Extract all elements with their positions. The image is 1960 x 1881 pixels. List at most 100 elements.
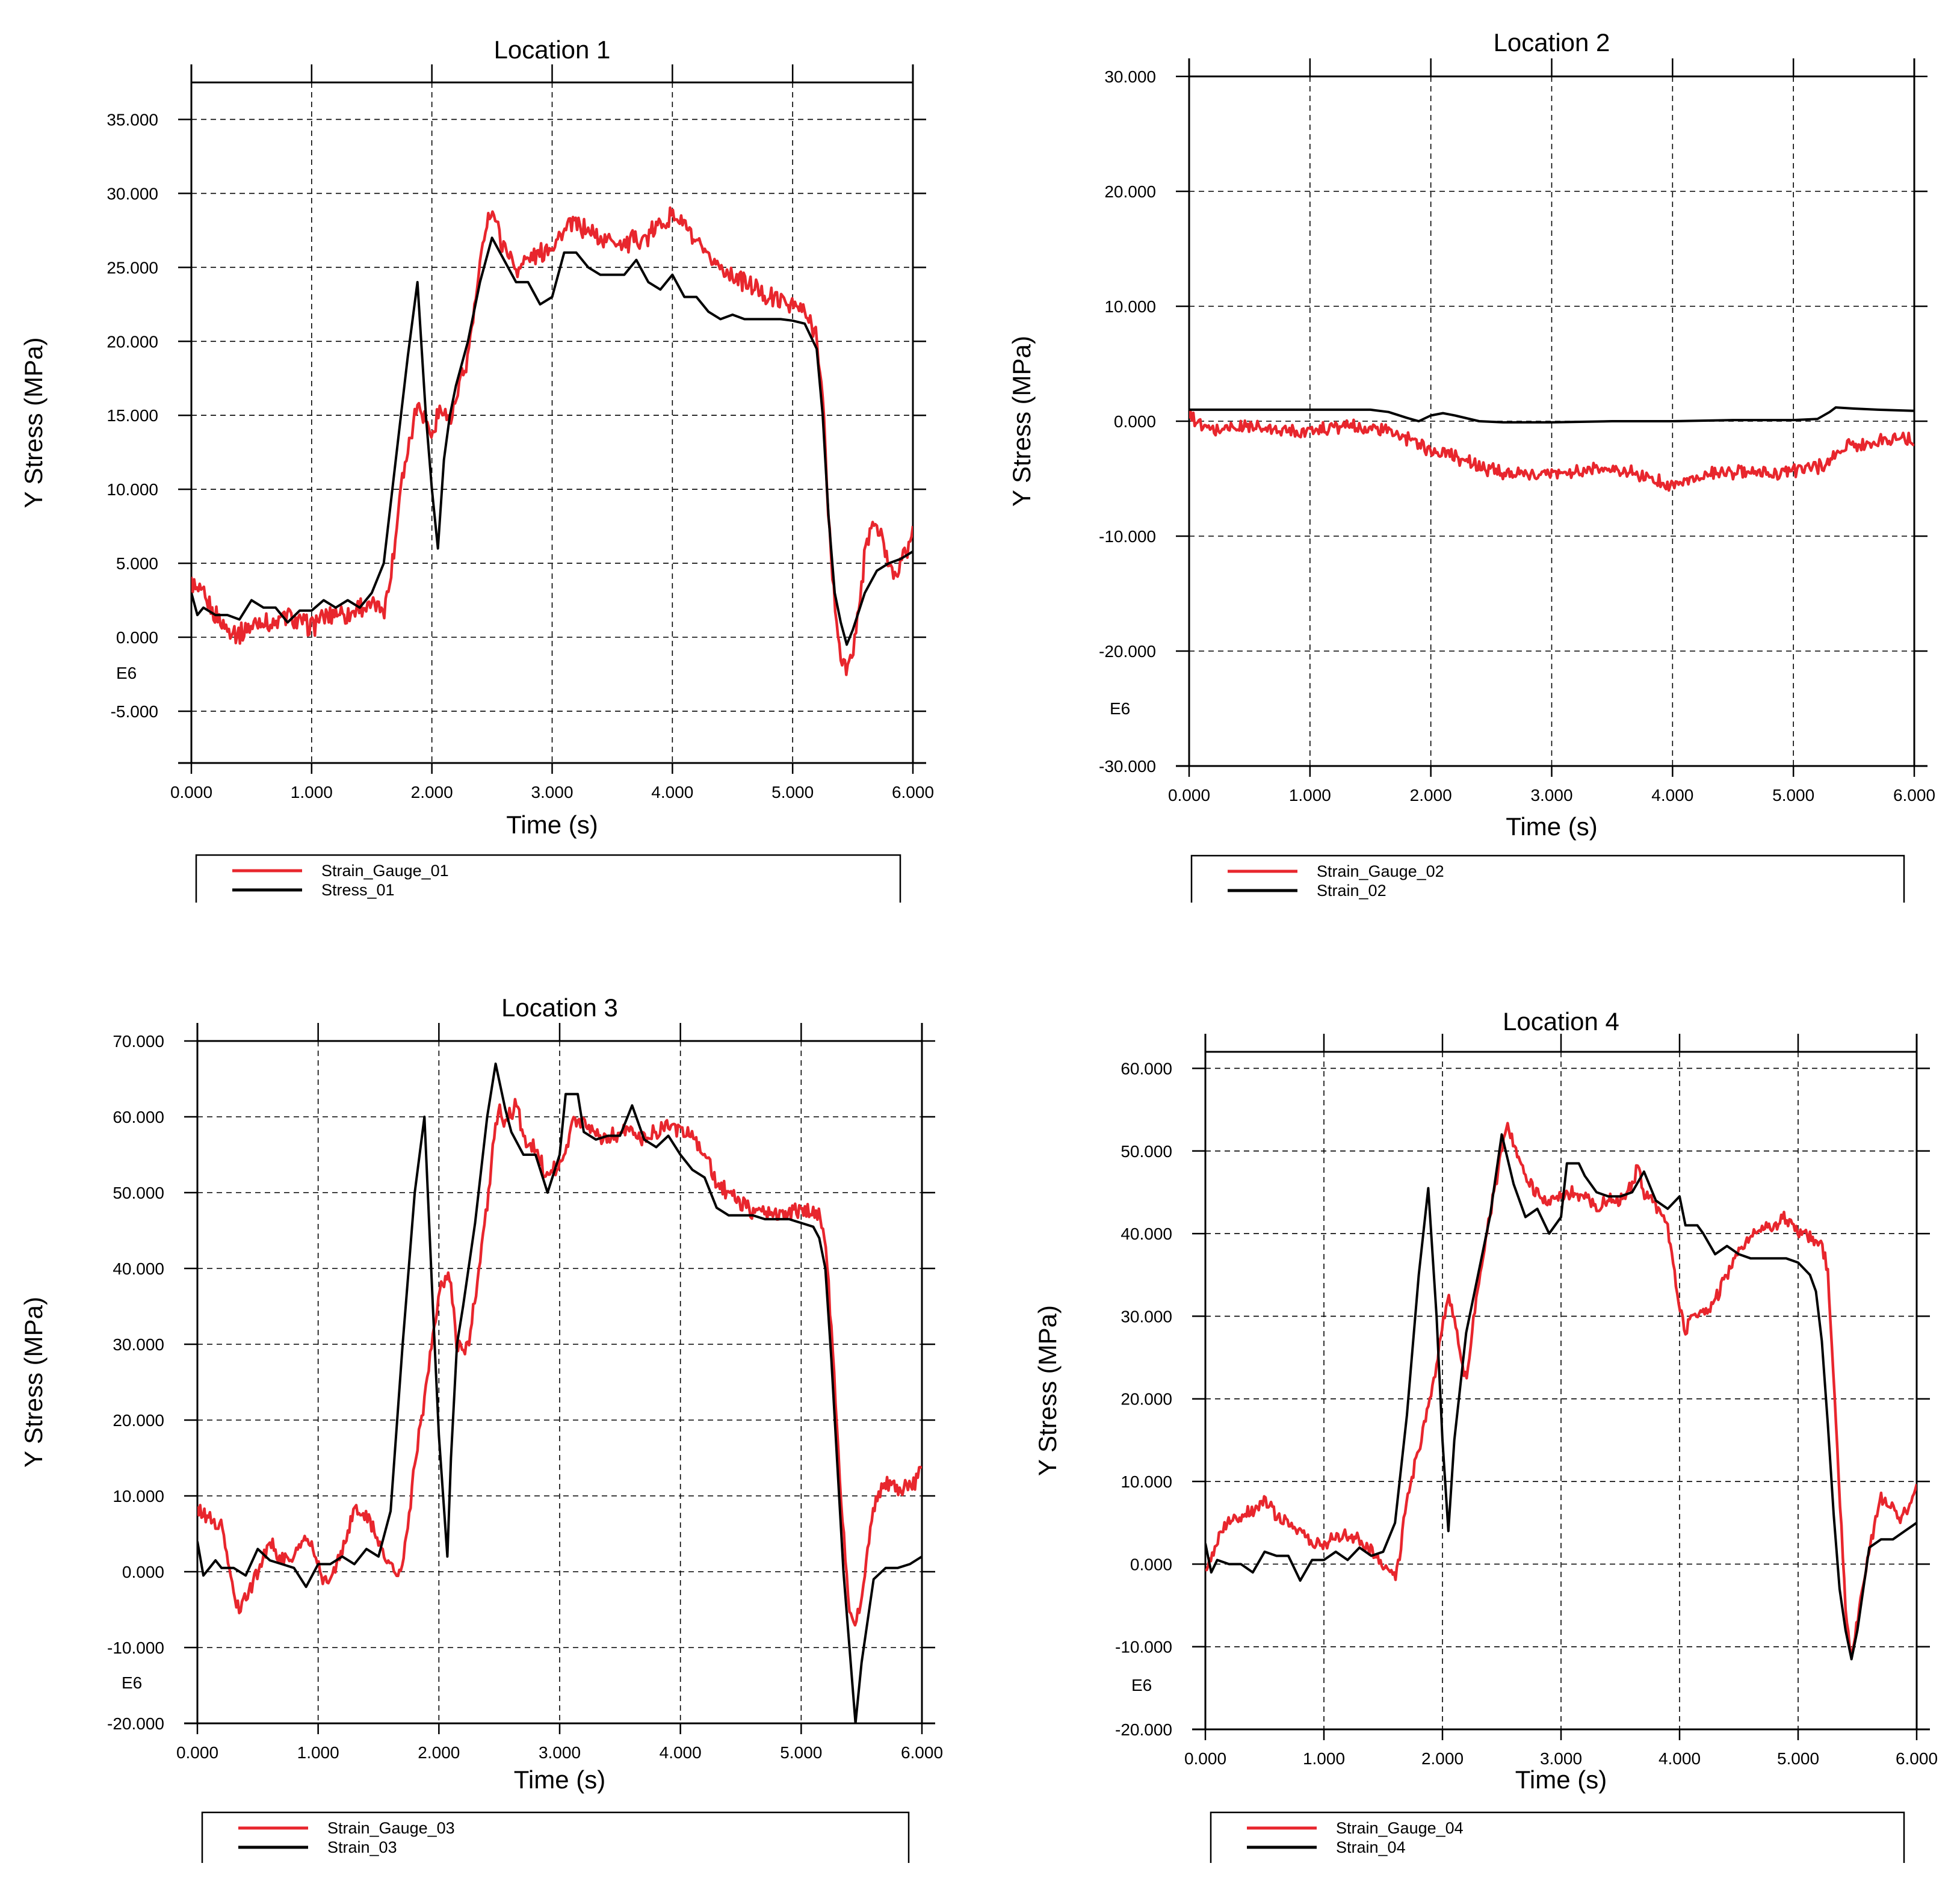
x-tick-label: 0.000 (1168, 786, 1210, 805)
chart-panel-1: 0.000 1.000 2.000 3.000 4.000 5.000 6.000 -5.00… (19, 36, 934, 903)
y-tick-label: 0.000 (122, 1563, 164, 1581)
y-tick-label: 0.000 (1130, 1555, 1172, 1574)
x-tick-label: 3.000 (539, 1743, 581, 1762)
y-tick-label: 25.000 (107, 258, 158, 277)
y-tick-label: 15.000 (107, 406, 158, 425)
x-tick-label: 2.000 (418, 1743, 460, 1762)
y-axis-label: Y Stress (MPa) (1007, 336, 1036, 507)
x-tick-label: 5.000 (1777, 1749, 1819, 1768)
x-axis-label: Time (s) (514, 1765, 605, 1794)
y-axis-label: Y Stress (MPa) (1033, 1305, 1062, 1476)
y-tick-label: -10.000 (107, 1639, 164, 1657)
legend-label: Stress_01 (321, 881, 395, 899)
legend-label: Strain_Gauge_02 (1317, 862, 1444, 880)
legend-label: Strain_04 (1336, 1838, 1406, 1856)
x-tick-label: 1.000 (1303, 1749, 1345, 1768)
y-tick-label: -30.000 (1099, 757, 1156, 776)
chart-title: Location 3 (501, 993, 618, 1022)
y-tick-label: -20.000 (1115, 1720, 1172, 1739)
x-tick-label: 4.000 (1651, 786, 1693, 805)
y-tick-label: 50.000 (113, 1184, 164, 1202)
legend-box (201, 1811, 910, 1863)
x-tick-label: 4.000 (1659, 1749, 1701, 1768)
y-tick-label: 50.000 (1121, 1142, 1172, 1161)
x-tick-label: 2.000 (411, 783, 453, 802)
y-tick-label: 0.000 (116, 628, 158, 647)
x-tick-label: 6.000 (1896, 1749, 1938, 1768)
x-tick-label: 6.000 (901, 1743, 943, 1762)
y-tick-label: -5.000 (111, 702, 158, 721)
y-tick-label: -20.000 (107, 1714, 164, 1733)
y-tick-label: 0.000 (1114, 412, 1156, 431)
y-tick-label: 30.000 (107, 184, 158, 203)
series-line-strain-gauge-04 (1205, 1122, 1917, 1654)
y-tick-label: 10.000 (1104, 297, 1156, 316)
x-tick-label: 2.000 (1410, 786, 1452, 805)
y-tick-label: 20.000 (107, 332, 158, 351)
x-tick-label: 0.000 (170, 783, 212, 802)
x-tick-label: 5.000 (780, 1743, 822, 1762)
series-line-stress-01 (191, 236, 913, 646)
y-tick-label: 20.000 (1121, 1390, 1172, 1409)
x-tick-label: 1.000 (297, 1743, 339, 1762)
x-tick-label: 1.000 (291, 783, 333, 802)
legend-box (1210, 1811, 1905, 1863)
chart-panel-3: 0.000 1.000 2.000 3.000 4.000 5.000 6.000 -20.0… (19, 993, 943, 1863)
y-tick-label: 10.000 (107, 480, 158, 499)
x-tick-label: 6.000 (892, 783, 934, 802)
y-tick-label: -20.000 (1099, 642, 1156, 661)
x-tick-label: 6.000 (1893, 786, 1935, 805)
x-tick-label: 0.000 (1184, 1749, 1226, 1768)
y-tick-label: 30.000 (1121, 1307, 1172, 1326)
series-line-strain-gauge-01 (191, 206, 913, 676)
y-tick-label: 30.000 (1104, 67, 1156, 86)
x-axis-label: Time (s) (506, 811, 598, 839)
x-tick-label: 0.000 (176, 1743, 218, 1762)
legend-label: Strain_Gauge_04 (1336, 1819, 1464, 1837)
series-line-strain-gauge-02 (1189, 410, 1914, 492)
y-tick-label: 20.000 (1104, 182, 1156, 201)
chart-title: Location 4 (1503, 1007, 1619, 1036)
chart-title: Location 1 (494, 36, 611, 64)
y-tick-label: 30.000 (113, 1335, 164, 1354)
y-tick-label: -10.000 (1115, 1638, 1172, 1657)
legend-box (1190, 854, 1905, 903)
y-tick-label: 35.000 (107, 110, 158, 129)
y-axis-label: Y Stress (MPa) (19, 338, 48, 508)
y-axis-label: Y Stress (MPa) (19, 1297, 48, 1468)
series-line-strain-02 (1189, 406, 1914, 424)
y-tick-label: 40.000 (113, 1259, 164, 1278)
x-tick-label: 4.000 (651, 783, 693, 802)
x-axis-label: Time (s) (1515, 1765, 1607, 1794)
x-tick-label: 5.000 (1772, 786, 1814, 805)
x-tick-label: 2.000 (1421, 1749, 1464, 1768)
y-tick-label: 60.000 (113, 1108, 164, 1126)
y-exponent-label: E6 (1131, 1676, 1152, 1694)
y-exponent-label: E6 (122, 1673, 142, 1692)
y-exponent-label: E6 (1110, 699, 1130, 718)
x-tick-label: 3.000 (1530, 786, 1572, 805)
y-tick-label: 5.000 (116, 554, 158, 573)
y-tick-label: 10.000 (113, 1487, 164, 1506)
y-tick-label: 20.000 (113, 1411, 164, 1430)
legend-label: Strain_02 (1317, 882, 1387, 900)
x-tick-label: 5.000 (771, 783, 814, 802)
series-line-strain-gauge-03 (197, 1098, 922, 1627)
y-exponent-label: E6 (116, 664, 137, 682)
y-tick-label: 10.000 (1121, 1472, 1172, 1491)
series-line-strain-03 (197, 1062, 922, 1723)
legend-box (195, 854, 901, 903)
legend-label: Strain_Gauge_03 (327, 1819, 455, 1837)
x-tick-label: 3.000 (1540, 1749, 1582, 1768)
series-line-strain-04 (1205, 1133, 1917, 1661)
x-axis-label: Time (s) (1506, 812, 1597, 841)
chart-panel-4: 0.000 1.000 2.000 3.000 4.000 5.000 6.000 -20.0… (1033, 1007, 1938, 1863)
chart-title: Location 2 (1494, 28, 1610, 57)
x-tick-label: 1.000 (1289, 786, 1331, 805)
y-tick-label: 60.000 (1121, 1059, 1172, 1078)
y-tick-label: -10.000 (1099, 527, 1156, 546)
legend-label: Strain_03 (327, 1838, 397, 1856)
chart-panel-2: 0.000 1.000 2.000 3.000 4.000 5.000 6.000 -30.0… (1007, 28, 1935, 903)
